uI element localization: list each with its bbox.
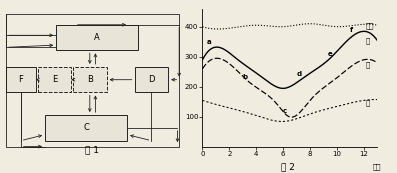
Text: F: F (18, 75, 23, 84)
Text: C: C (83, 123, 89, 132)
FancyBboxPatch shape (38, 67, 71, 93)
Text: D: D (148, 75, 154, 84)
Text: 植物: 植物 (366, 22, 374, 29)
Text: A: A (94, 33, 100, 42)
FancyBboxPatch shape (56, 25, 138, 50)
FancyBboxPatch shape (45, 115, 127, 141)
Text: 图 1: 图 1 (85, 145, 99, 154)
FancyBboxPatch shape (135, 67, 168, 93)
Text: d: d (297, 71, 302, 77)
FancyBboxPatch shape (73, 67, 106, 93)
Text: 时间: 时间 (373, 164, 382, 170)
Text: E: E (52, 75, 57, 84)
Text: 图 2: 图 2 (281, 163, 295, 172)
Text: a: a (206, 39, 211, 45)
Text: 乙: 乙 (366, 61, 370, 68)
Text: c: c (283, 108, 287, 114)
Text: f: f (350, 27, 353, 33)
Text: 甲: 甲 (366, 99, 370, 106)
FancyBboxPatch shape (6, 67, 36, 93)
Text: b: b (243, 74, 248, 80)
Text: B: B (87, 75, 93, 84)
Text: 丙: 丙 (366, 37, 370, 44)
Text: e: e (328, 51, 332, 57)
